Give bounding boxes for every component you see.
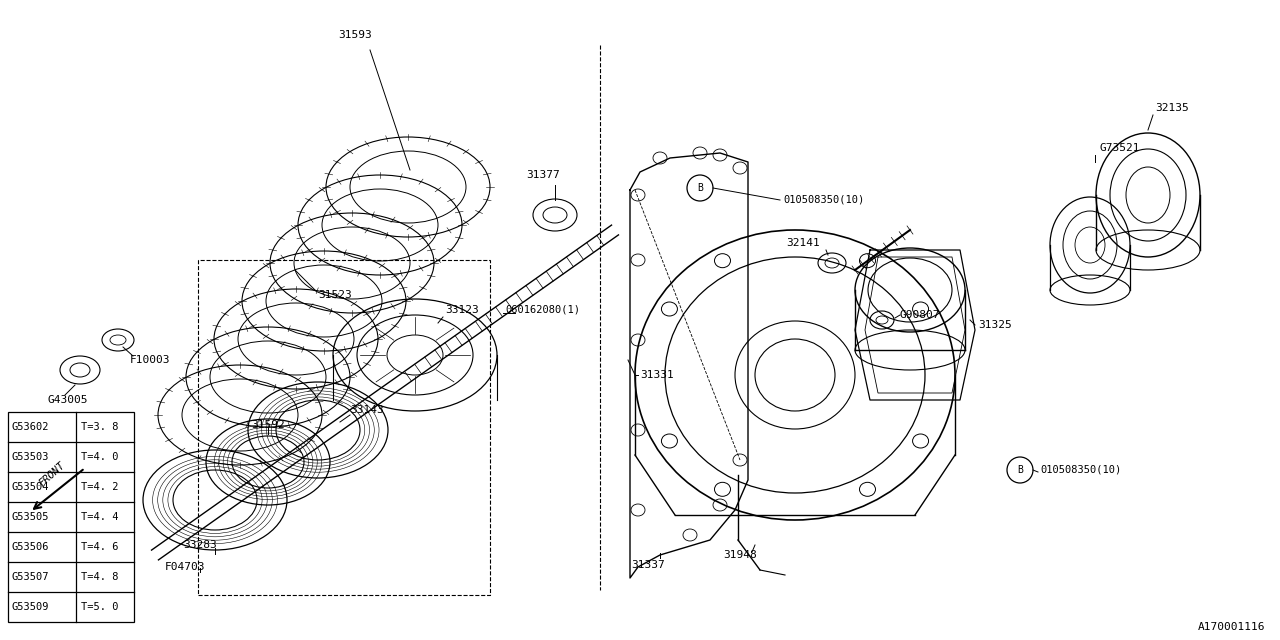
Text: G43005: G43005 xyxy=(49,395,88,405)
Bar xyxy=(198,260,490,595)
Text: G53503: G53503 xyxy=(12,452,50,462)
Text: G53507: G53507 xyxy=(12,572,50,582)
Text: G53504: G53504 xyxy=(12,482,50,492)
Text: 31337: 31337 xyxy=(631,560,664,570)
Text: FRONT: FRONT xyxy=(37,460,67,488)
Text: 32141: 32141 xyxy=(786,238,820,248)
Text: G53509: G53509 xyxy=(12,602,50,612)
Text: 060162080(1): 060162080(1) xyxy=(506,305,580,315)
Text: T=4. 6: T=4. 6 xyxy=(81,542,119,552)
Text: A170001116: A170001116 xyxy=(1198,622,1265,632)
Text: G90807: G90807 xyxy=(900,310,941,320)
Text: 33123: 33123 xyxy=(445,305,479,315)
Text: 31593: 31593 xyxy=(338,30,372,40)
Text: 33283: 33283 xyxy=(183,540,216,550)
Text: B: B xyxy=(698,183,703,193)
Text: B: B xyxy=(1018,465,1023,475)
Text: G53506: G53506 xyxy=(12,542,50,552)
Text: 010508350(10): 010508350(10) xyxy=(1039,465,1121,475)
Text: T=4. 2: T=4. 2 xyxy=(81,482,119,492)
Text: 31377: 31377 xyxy=(526,170,559,180)
Text: G53505: G53505 xyxy=(12,512,50,522)
Text: T=4. 4: T=4. 4 xyxy=(81,512,119,522)
Text: F10003: F10003 xyxy=(131,355,170,365)
Text: 31948: 31948 xyxy=(723,550,756,560)
Text: 31325: 31325 xyxy=(978,320,1011,330)
Text: 31331: 31331 xyxy=(640,370,673,380)
Text: 010508350(10): 010508350(10) xyxy=(783,195,864,205)
Text: 31523: 31523 xyxy=(317,290,352,300)
Bar xyxy=(8,412,134,622)
Text: 33143: 33143 xyxy=(349,405,384,415)
Text: 31592: 31592 xyxy=(251,420,285,430)
Text: G53602: G53602 xyxy=(12,422,50,432)
Text: T=3. 8: T=3. 8 xyxy=(81,422,119,432)
Text: F04703: F04703 xyxy=(165,562,205,572)
Text: T=5. 0: T=5. 0 xyxy=(81,602,119,612)
Text: 32135: 32135 xyxy=(1155,103,1189,113)
Text: G73521: G73521 xyxy=(1100,143,1140,153)
Text: T=4. 0: T=4. 0 xyxy=(81,452,119,462)
Text: T=4. 8: T=4. 8 xyxy=(81,572,119,582)
